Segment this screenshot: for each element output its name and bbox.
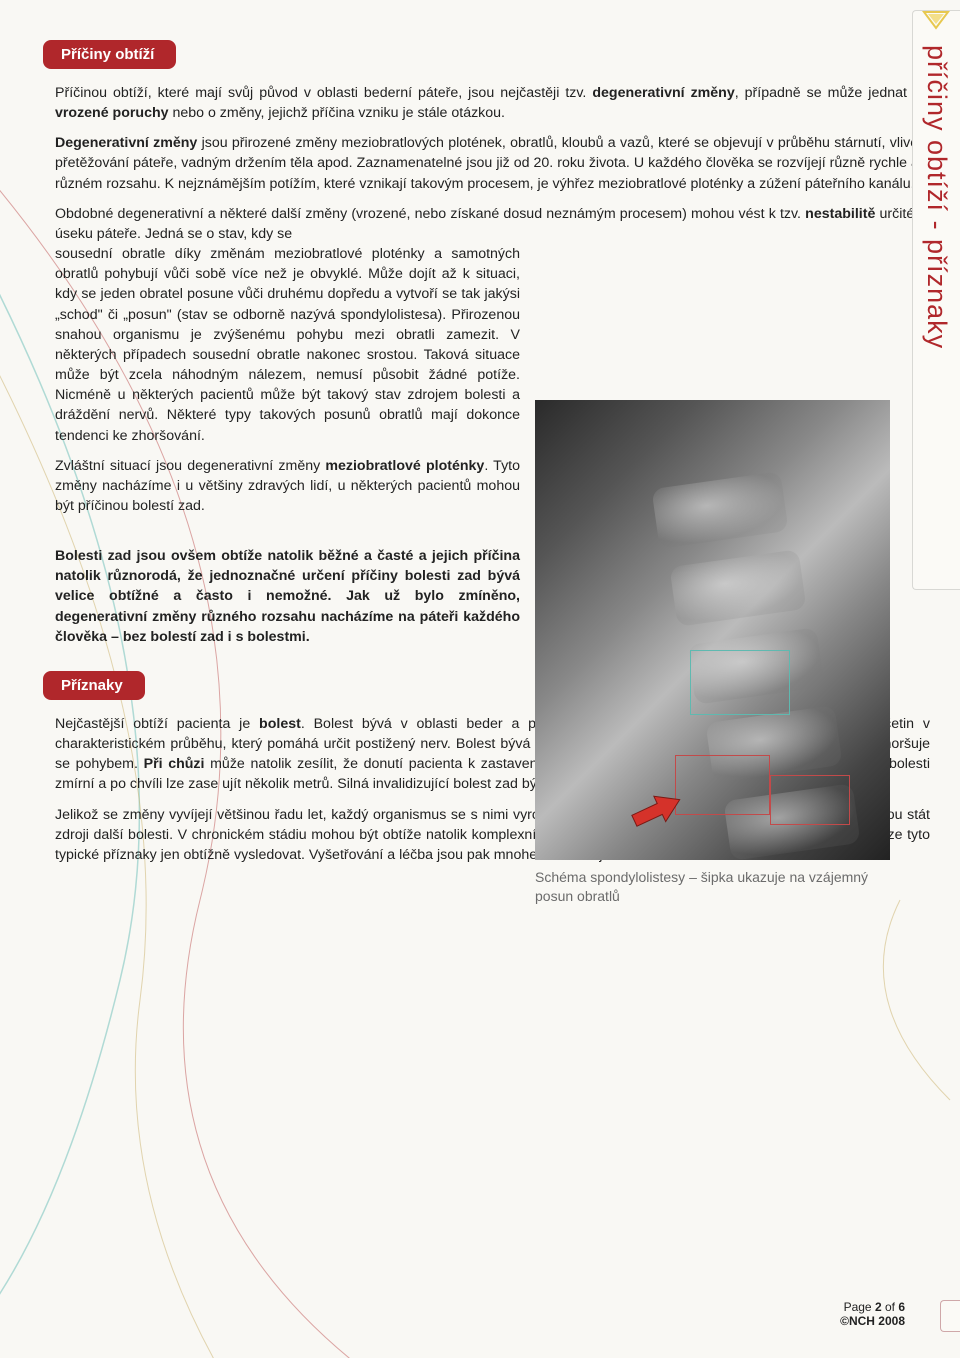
section-heading-symptoms: Příznaky <box>43 671 145 700</box>
xray-annotation-rect <box>690 650 790 715</box>
xray-caption: Schéma spondylolistesy – šipka ukazuje n… <box>535 868 890 906</box>
page-number: Page 2 of 6 <box>840 1300 905 1314</box>
chevron-down-icon <box>920 10 952 32</box>
xray-vertebra-shape <box>651 471 788 549</box>
side-tab-label: příčiny obtíží - příznaky <box>921 45 952 349</box>
para-degenerative: Degenerativní změny jsou přirozené změny… <box>55 133 930 193</box>
para-bold-summary: Bolesti zad jsou ovšem obtíže natolik bě… <box>55 546 520 647</box>
para-intro: Příčinou obtíží, které mají svůj původ v… <box>55 83 930 123</box>
xray-vertebra-shape <box>669 549 806 627</box>
para-disc: Zvláštní situací jsou degenerativní změn… <box>55 456 520 516</box>
xray-annotation-rect <box>675 755 770 815</box>
xray-figure: Schéma spondylolistesy – šipka ukazuje n… <box>535 400 890 906</box>
para-instability-wrap: sousední obratle díky změnám meziobratlo… <box>55 244 520 446</box>
side-tab: příčiny obtíží - příznaky <box>900 10 960 590</box>
para-instability-lead: Obdobné degenerativní a některé další zm… <box>55 204 930 244</box>
copyright: ©NCH 2008 <box>840 1314 905 1328</box>
xray-annotation-rect <box>770 775 850 825</box>
section-heading-causes: Příčiny obtíží <box>43 40 176 69</box>
page-footer: Page 2 of 6 ©NCH 2008 <box>840 1300 905 1328</box>
footer-tab-decoration <box>940 1300 960 1332</box>
